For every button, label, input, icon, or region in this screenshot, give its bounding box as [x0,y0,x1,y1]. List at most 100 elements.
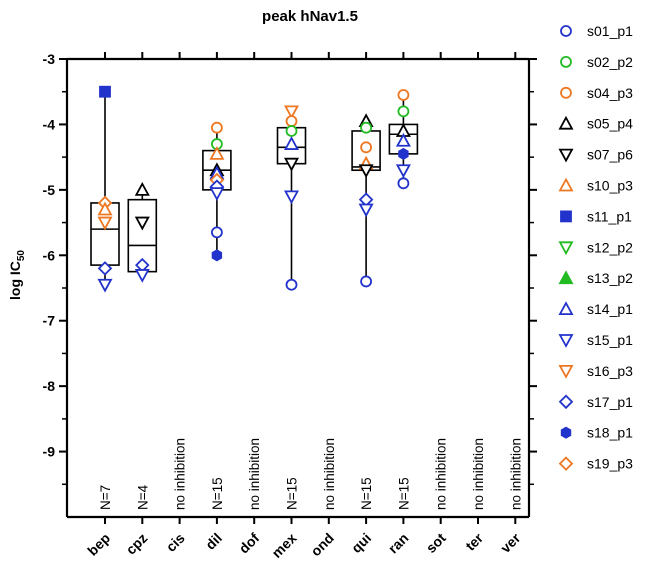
data-point-mex-s04_p3 [285,115,298,128]
data-point-qui-s07_p6 [358,164,374,179]
legend-label-s07_p6: s07_p6 [587,147,633,163]
legend-label-s11_p1: s11_p1 [587,208,632,224]
data-point-bep-s16_p3 [97,216,113,231]
y-tick-label: -4 [43,116,56,132]
legend-item-s11_p1: s11_p1 [560,208,632,224]
legend-label-s19_p3: s19_p3 [587,456,633,472]
annotation-cis: no inhibition [173,438,188,510]
legend-label-s02_p2: s02_p2 [587,54,633,70]
data-point-cpz-s07_p6 [134,216,150,231]
data-point-qui-s01_p1 [360,275,373,288]
data-point-bep-s10_p3 [97,201,113,216]
category-label-dof: dof [236,530,263,557]
legend-marker-s02_p2 [560,56,572,68]
legend-label-s04_p3: s04_p3 [587,85,633,101]
annotation-ran: N=15 [396,477,411,510]
y-tick-label: -5 [43,182,56,198]
annotation-cpz: N=4 [135,484,150,510]
legend-item-s14_p1: s14_p1 [558,301,633,317]
annotation-dof: no inhibition [247,438,262,510]
category-label-mex: mex [268,530,299,561]
annotation-mex: N=15 [285,477,300,510]
legend-item-s15_p1: s15_p1 [558,332,633,348]
category-label-cis: cis [163,530,188,555]
legend-item-s17_p1: s17_p1 [558,394,633,410]
legend-marker-s17_p1 [558,394,574,410]
data-point-ran-s15_p1 [395,164,411,179]
legend-item-s02_p2: s02_p2 [560,54,633,70]
annotation-ond: no inhibition [322,438,337,510]
data-point-qui-s02_p2 [360,121,373,134]
data-point-ran-s14_p1 [395,132,411,147]
annotation-qui: N=15 [359,477,374,510]
legend-item-s16_p3: s16_p3 [558,363,633,379]
data-point-qui-s04_p3 [360,141,373,154]
annotation-ver: no inhibition [508,438,523,510]
legend-label-s10_p3: s10_p3 [587,178,633,194]
legend-label-s12_p2: s12_p2 [587,239,633,255]
data-point-dil-s18_p1 [211,249,223,262]
annotation-ter: no inhibition [471,438,486,510]
legend-marker-s15_p1 [558,334,574,348]
y-tick-label: -8 [43,378,56,394]
data-points [97,85,411,293]
data-point-ran-s02_p2 [397,105,410,118]
legend-marker-s16_p3 [558,364,574,379]
legend-item-s13_p2: s13_p2 [558,270,633,286]
legend-item-s12_p2: s12_p2 [558,239,633,256]
data-point-qui-s15_p1 [358,203,374,218]
category-label-qui: qui [348,530,374,556]
legend-item-s19_p3: s19_p3 [558,456,633,472]
data-point-mex-s14_p1 [283,136,300,150]
legend-label-s18_p1: s18_p1 [587,425,633,441]
legend-marker-s07_p6 [558,148,574,163]
legend-marker-s12_p2 [558,241,574,256]
category-label-ter: ter [462,529,486,553]
legend-marker-s19_p3 [558,456,574,471]
legend-marker-s05_p4 [558,115,574,130]
legend-label-s13_p2: s13_p2 [587,270,633,286]
legend-item-s10_p3: s10_p3 [558,177,633,194]
chart-title: peak hNav1.5 [262,8,358,25]
y-tick-label: -9 [43,444,56,460]
legend-item-s18_p1: s18_p1 [560,425,633,441]
legend-marker-s11_p1 [560,210,572,223]
data-point-bep-s15_p1 [97,278,113,293]
data-point-mex-s07_p6 [283,157,300,172]
data-point-dil-s15_p1 [209,187,225,202]
category-label-sot: sot [423,530,449,556]
category-label-dil: dil [202,530,225,553]
data-point-mex-s02_p2 [285,125,298,137]
y-tick-label: -3 [43,51,56,67]
data-point-ran-s01_p1 [397,177,410,190]
y-axis-label-subscript: 50 [16,250,27,262]
legend-item-s01_p1: s01_p1 [560,23,633,39]
legend-item-s04_p3: s04_p3 [560,85,633,101]
data-point-mex-s16_p3 [283,105,300,120]
annotation-sot: no inhibition [434,438,449,510]
legend: s01_p1 s02_p2 s04_p3 s05_p4 s07_p6 s10_p3 s11_… [558,23,633,472]
box-bep [90,91,120,285]
annotation-bep: N=7 [98,485,113,510]
data-point-bep-s11_p1 [99,85,111,98]
legend-label-s01_p1: s01_p1 [587,23,633,39]
data-point-dil-s01_p1 [210,226,223,239]
data-point-bep-s17_p1 [97,261,113,276]
annotation-dil: N=15 [210,477,225,510]
legend-label-s14_p1: s14_p1 [587,301,633,317]
data-point-ran-s04_p3 [397,89,410,101]
data-point-cpz-s05_p4 [134,181,150,196]
y-axis-label-main: log IC [7,261,23,300]
legend-marker-s14_p1 [558,301,574,316]
plot-area: -3 -4 -5 -6 -7 -8 -9 bep cpz cis dil dof mex ond qui ra… [43,51,537,561]
data-point-dil-s04_p3 [210,121,223,134]
category-label-ver: ver [497,529,524,556]
category-label-cpz: cpz [123,530,151,558]
data-point-mex-s01_p1 [285,278,298,291]
y-tick-label: -7 [43,313,56,329]
category-label-ond: ond [307,530,336,559]
legend-label-s15_p1: s15_p1 [587,332,633,348]
legend-label-s16_p3: s16_p3 [587,363,633,379]
legend-marker-s10_p3 [558,177,574,192]
